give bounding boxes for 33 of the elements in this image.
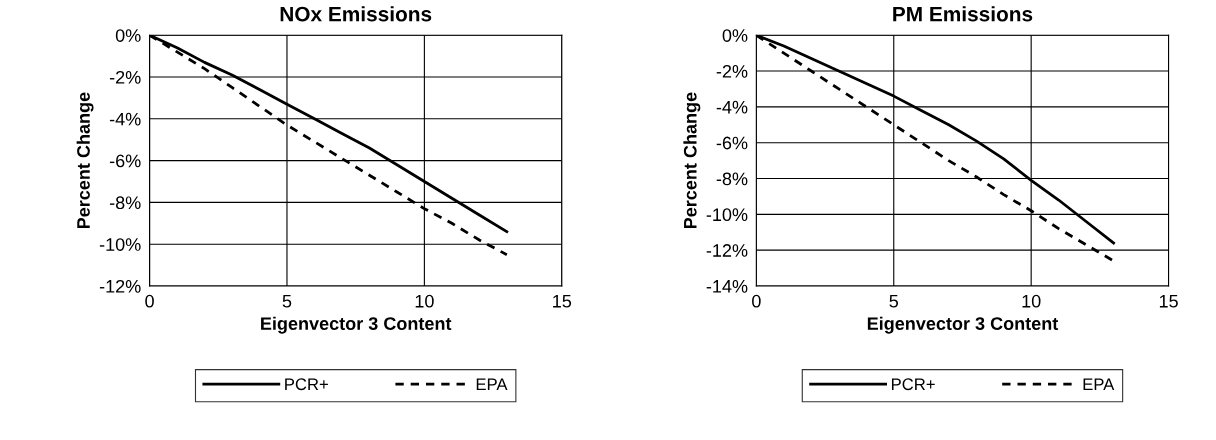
y-tick-label: -2% [109,70,141,84]
legend-label: PCR+ [891,378,935,391]
y-tick-label: -10% [706,208,748,222]
x-tick-label: 5 [889,295,899,308]
x-tick-label: 5 [282,295,292,308]
x-tick-label: 10 [415,294,434,308]
y-tick-label: -10% [99,238,141,251]
y-tick-label: -8% [716,172,748,186]
x-tick-label: 10 [1022,294,1041,308]
y-tick-label: -14% [706,280,748,293]
x-tick-label: 15 [553,295,572,308]
legend-label: EPA [476,378,508,390]
chart-title: PM Emissions [893,6,1033,22]
y-axis-title: Percent Change [683,92,701,229]
x-tick-label: 15 [1159,295,1178,308]
x-axis-title: Eigenvector 3 Content [867,316,1059,334]
y-tick-label: -6% [716,136,748,150]
y-tick-label: 0% [115,29,141,42]
x-axis-title: Eigenvector 3 Content [261,316,452,334]
y-tick-label: 0% [722,29,748,42]
y-tick-label: -8% [109,196,141,210]
chart-title: NOx Emissions [280,6,432,22]
y-tick-label: -4% [716,100,748,114]
x-tick-label: 0 [752,294,761,308]
y-tick-label: -2% [716,64,748,78]
y-tick-label: -4% [109,112,141,126]
x-tick-label: 0 [145,294,154,308]
y-tick-label: -12% [706,244,748,257]
legend-label: PCR+ [285,378,328,391]
y-tick-label: -12% [99,279,141,293]
y-axis-title: Percent Change [76,92,94,229]
legend-label: EPA [1083,378,1115,390]
y-tick-label: -6% [109,154,141,168]
